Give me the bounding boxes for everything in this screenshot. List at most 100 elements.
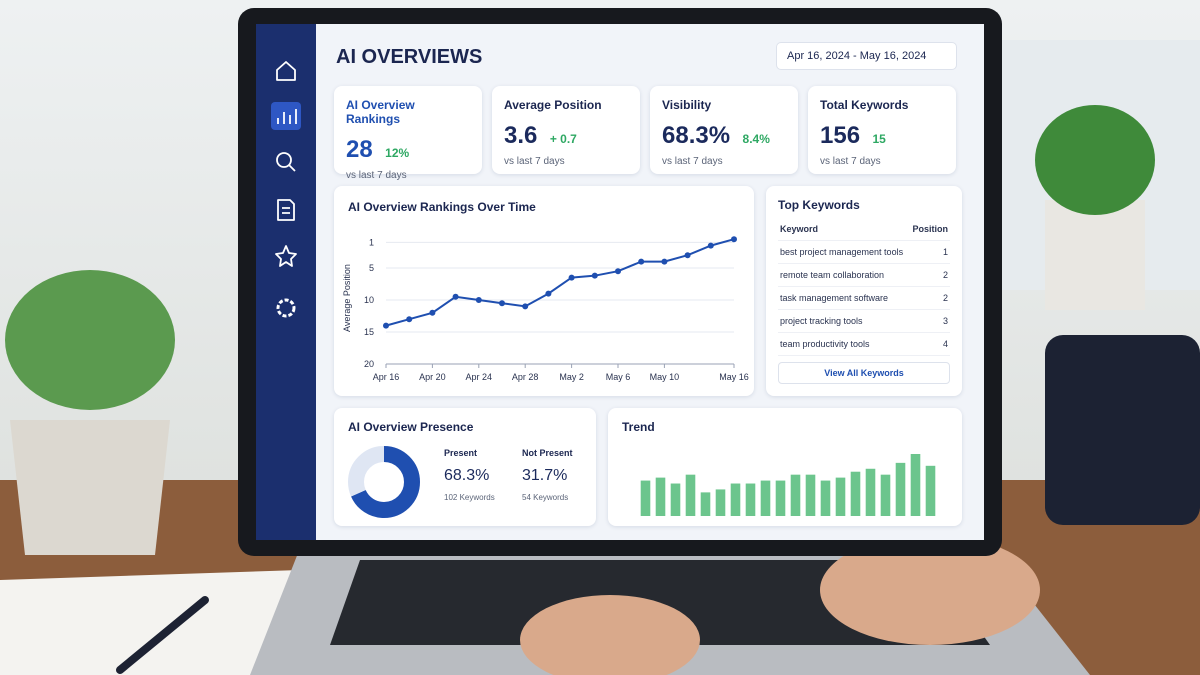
card-note: vs last 7 days bbox=[346, 170, 407, 181]
card-change: 15 bbox=[872, 132, 886, 146]
legend-label: Not Present bbox=[522, 448, 573, 458]
column-header: Keyword bbox=[778, 218, 910, 241]
keyword: task management software bbox=[778, 286, 910, 310]
keyword: remote team collaboration bbox=[778, 263, 910, 287]
line-card: AI Overview Rankings Over Time Average P… bbox=[334, 186, 754, 396]
doc-icon[interactable] bbox=[277, 199, 295, 221]
x-tick-label: Apr 20 bbox=[419, 372, 446, 382]
bar bbox=[700, 492, 711, 516]
y-tick-label: 10 bbox=[364, 295, 374, 305]
card-change: + 0.7 bbox=[549, 132, 577, 146]
card-change: 8.4% bbox=[742, 132, 770, 146]
keyword: team productivity tools bbox=[778, 332, 910, 356]
keyword: project tracking tools bbox=[778, 309, 910, 333]
bar bbox=[880, 474, 891, 516]
kpi-card: Total Keywords 156 15 vs last 7 days bbox=[808, 86, 956, 174]
kpi-card: Average Position 3.6 + 0.7 vs last 7 day… bbox=[492, 86, 640, 174]
card-value: 28 bbox=[346, 136, 373, 163]
bar bbox=[775, 480, 786, 516]
bar bbox=[640, 480, 651, 516]
detail-label: 54 Keywords bbox=[522, 493, 568, 502]
hand-left bbox=[520, 595, 700, 675]
card-title: Total Keywords bbox=[820, 98, 909, 112]
trend-chart bbox=[640, 454, 936, 516]
bar bbox=[655, 477, 666, 516]
star-icon[interactable] bbox=[275, 245, 297, 267]
keywords-table: Keyword Position best project management … bbox=[778, 218, 950, 356]
bar bbox=[715, 489, 726, 516]
hand-right bbox=[820, 535, 1040, 645]
plant-pot bbox=[1045, 200, 1145, 310]
search-icon[interactable] bbox=[276, 152, 292, 168]
legend-label: Present bbox=[444, 448, 477, 458]
keywords-card: Top Keywords Keyword Position best projec… bbox=[766, 186, 962, 396]
data-point bbox=[475, 297, 482, 303]
bar bbox=[760, 480, 771, 516]
bar bbox=[745, 483, 756, 516]
bar bbox=[670, 483, 681, 516]
position: 2 bbox=[909, 286, 950, 310]
presence-card: AI Overview Presence Present 68.3% 102 Key… bbox=[334, 408, 596, 526]
data-point bbox=[383, 322, 389, 329]
donut-chart: Present 68.3% 102 Keywords Not Present 31.7%… bbox=[348, 446, 573, 518]
data-point bbox=[638, 258, 645, 265]
y-tick-label: 15 bbox=[364, 327, 374, 337]
value-label: 68.3% bbox=[444, 467, 489, 484]
data-point bbox=[707, 242, 714, 249]
chart-title: Trend bbox=[622, 420, 655, 434]
bar bbox=[820, 480, 831, 516]
date-range[interactable]: Apr 16, 2024 - May 16, 2024 bbox=[776, 42, 958, 70]
bar bbox=[895, 462, 906, 516]
data-point bbox=[499, 300, 505, 307]
bar bbox=[685, 474, 696, 516]
home-icon[interactable] bbox=[276, 61, 296, 81]
data-point bbox=[522, 303, 529, 310]
card-title: Top Keywords bbox=[778, 198, 860, 212]
settings-icon[interactable] bbox=[276, 298, 296, 318]
x-tick-label: Apr 28 bbox=[512, 372, 539, 382]
y-tick-label: 20 bbox=[364, 359, 374, 369]
x-tick-label: May 6 bbox=[606, 372, 631, 382]
position: 3 bbox=[909, 309, 950, 333]
bar bbox=[865, 468, 876, 516]
data-point bbox=[591, 272, 598, 279]
position: 1 bbox=[909, 240, 950, 264]
card-value: 156 bbox=[820, 122, 861, 149]
y-tick-label: 1 bbox=[369, 237, 374, 247]
card-value: 68.3% bbox=[662, 122, 731, 149]
position: 4 bbox=[909, 332, 950, 356]
x-tick-label: May 10 bbox=[650, 372, 680, 382]
view-all-button[interactable]: View All Keywords bbox=[778, 362, 950, 384]
screen: AI OVERVIEWS Apr 16, 2024 - May 16, 2024… bbox=[256, 24, 984, 540]
card-note: vs last 7 days bbox=[504, 156, 565, 167]
succulent bbox=[5, 270, 175, 410]
data-point bbox=[568, 274, 575, 281]
data-point bbox=[545, 290, 552, 297]
card-change: 12% bbox=[385, 146, 410, 160]
kpi-card: Visibility 68.3% 8.4% vs last 7 days bbox=[650, 86, 798, 174]
data-point bbox=[684, 252, 691, 259]
chart-icon[interactable] bbox=[277, 109, 297, 124]
keyword: best project management tools bbox=[778, 240, 910, 264]
x-tick-label: May 2 bbox=[559, 372, 584, 382]
x-tick-label: Apr 24 bbox=[466, 372, 493, 382]
data-point bbox=[731, 236, 737, 243]
y-tick-label: 5 bbox=[369, 263, 374, 273]
value-label: 31.7% bbox=[522, 467, 567, 484]
card-note: vs last 7 days bbox=[820, 156, 881, 167]
x-tick-label: May 16 bbox=[719, 372, 749, 382]
page-title: AI OVERVIEWS bbox=[336, 46, 483, 68]
notebook bbox=[0, 570, 330, 675]
kpi-card: AI Overview Rankings 28 12% vs last 7 da… bbox=[334, 86, 482, 181]
y-axis-label: Average Position bbox=[342, 264, 352, 332]
card-note: vs last 7 days bbox=[662, 156, 723, 167]
succulent-pot bbox=[10, 420, 170, 555]
position: 2 bbox=[909, 263, 950, 287]
card-title: AI Overview Rankings bbox=[346, 98, 415, 126]
plant bbox=[1035, 105, 1155, 215]
sidebar bbox=[256, 24, 316, 540]
line-series bbox=[385, 238, 735, 327]
